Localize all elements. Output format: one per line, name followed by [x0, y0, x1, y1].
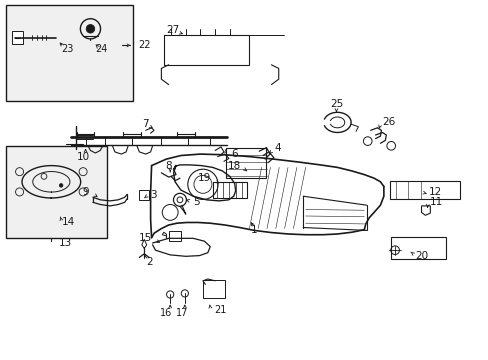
Bar [12, 31, 23, 44]
Text: 10: 10 [77, 152, 89, 162]
Text: 6: 6 [230, 149, 237, 159]
Bar [203, 280, 224, 298]
Circle shape [86, 24, 95, 33]
Bar [390, 237, 445, 259]
Bar [389, 181, 459, 199]
Polygon shape [421, 206, 429, 215]
Text: 8: 8 [165, 161, 172, 171]
Text: 23: 23 [61, 44, 74, 54]
Bar [163, 35, 248, 65]
Text: 12: 12 [427, 186, 441, 197]
Bar [6, 5, 133, 101]
Text: 18: 18 [227, 161, 240, 171]
Bar [212, 182, 246, 198]
Text: 22: 22 [138, 40, 150, 50]
Text: 20: 20 [415, 251, 428, 261]
Text: 2: 2 [146, 257, 153, 267]
Text: 9: 9 [82, 187, 89, 197]
Text: 19: 19 [198, 173, 211, 183]
Text: 25: 25 [329, 99, 343, 109]
Bar [225, 148, 265, 178]
Text: 11: 11 [428, 197, 442, 207]
Text: 26: 26 [382, 117, 395, 127]
Text: 15: 15 [138, 233, 151, 243]
Bar [169, 231, 181, 241]
Bar [139, 190, 149, 200]
Text: 7: 7 [142, 119, 148, 129]
Text: 3: 3 [150, 190, 157, 200]
Text: 27: 27 [165, 24, 179, 35]
Text: 16: 16 [160, 308, 172, 318]
Text: 17: 17 [175, 308, 188, 318]
Text: 5: 5 [193, 197, 200, 207]
Text: 24: 24 [95, 44, 108, 54]
Text: 13: 13 [59, 238, 72, 248]
Text: 14: 14 [61, 217, 75, 227]
Text: 4: 4 [274, 143, 281, 153]
Bar [6, 146, 106, 238]
Circle shape [59, 184, 63, 187]
Text: 1: 1 [250, 225, 257, 235]
Text: 21: 21 [214, 305, 226, 315]
